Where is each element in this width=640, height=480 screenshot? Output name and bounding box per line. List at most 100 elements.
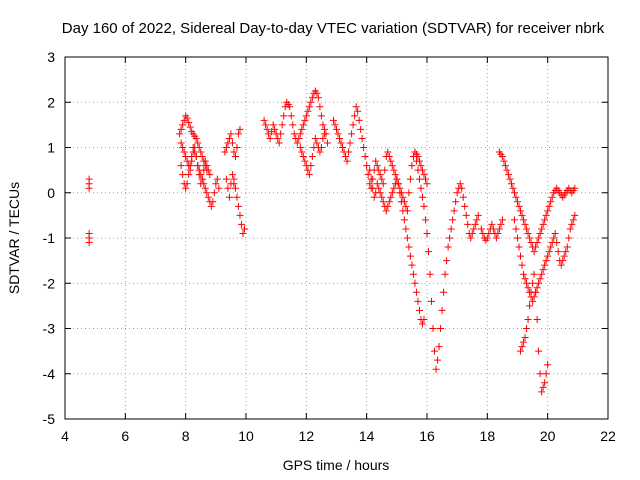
data-point (569, 216, 577, 224)
data-point (182, 184, 190, 192)
data-point (453, 189, 461, 197)
data-point (269, 121, 277, 129)
data-point (221, 148, 229, 156)
data-point (391, 171, 399, 179)
data-point (275, 139, 283, 147)
data-point (185, 119, 193, 127)
data-point (532, 288, 540, 296)
data-point (388, 162, 396, 170)
data-point (420, 202, 428, 210)
data-point (183, 180, 191, 188)
data-point (437, 325, 445, 332)
data-point (431, 347, 439, 355)
data-point (523, 225, 531, 233)
data-point (230, 175, 238, 183)
y-tick-label: -3 (43, 321, 56, 337)
data-point (290, 130, 298, 138)
data-point (539, 266, 547, 274)
data-point (366, 180, 374, 188)
data-point (554, 248, 562, 256)
data-point (203, 162, 211, 170)
data-point (375, 184, 383, 192)
data-point (233, 144, 241, 151)
data-point (381, 166, 389, 174)
data-point (423, 229, 431, 237)
data-point (240, 225, 248, 233)
data-point (501, 162, 509, 170)
data-point (313, 139, 321, 147)
data-point (378, 193, 386, 201)
data-point (194, 139, 202, 147)
data-point (441, 270, 449, 278)
data-point (263, 125, 271, 133)
data-point (384, 148, 392, 156)
data-point (536, 229, 544, 237)
data-point (177, 139, 185, 147)
data-point (349, 121, 357, 129)
data-point (412, 288, 420, 296)
data-point (307, 162, 315, 170)
data-point (530, 270, 538, 278)
data-point (228, 139, 236, 147)
data-point (186, 123, 194, 131)
data-point (373, 162, 381, 170)
data-point (186, 166, 194, 174)
data-point (293, 139, 301, 147)
x-axis-label: GPS time / hours (283, 457, 390, 473)
data-point (456, 180, 464, 188)
data-point (237, 220, 245, 228)
data-point (500, 157, 508, 165)
data-point (530, 248, 538, 256)
data-point (302, 112, 310, 120)
data-point (425, 248, 433, 256)
data-point (373, 180, 381, 188)
data-point (393, 175, 401, 183)
data-point (526, 234, 534, 242)
data-point (224, 184, 232, 192)
data-point (512, 225, 520, 233)
data-point (541, 379, 549, 387)
data-point (313, 89, 321, 97)
data-point (85, 184, 93, 192)
data-point (408, 162, 416, 170)
data-point (542, 257, 550, 265)
data-point (470, 225, 478, 233)
chart-title: Day 160 of 2022, Sidereal Day-to-day VTE… (62, 20, 605, 37)
data-point (529, 297, 537, 305)
data-point (532, 243, 540, 251)
data-point (337, 139, 345, 147)
data-point (301, 116, 309, 124)
data-point (239, 229, 247, 237)
data-point (296, 130, 304, 138)
data-point (517, 207, 525, 215)
data-point (444, 243, 452, 251)
data-point (304, 166, 312, 174)
data-point (539, 220, 547, 228)
data-point (385, 153, 393, 161)
data-point (414, 166, 422, 174)
data-point (209, 198, 217, 206)
data-point (512, 193, 520, 201)
data-point (405, 189, 413, 197)
data-point (406, 252, 414, 260)
data-point (568, 220, 576, 228)
data-point (428, 297, 436, 305)
data-point (212, 180, 220, 188)
data-point (488, 220, 496, 228)
data-point (498, 153, 506, 161)
data-point (523, 279, 531, 287)
data-point (541, 216, 549, 224)
data-point (185, 162, 193, 170)
data-point (414, 297, 422, 305)
data-point (417, 162, 425, 170)
data-point (207, 202, 215, 210)
data-point (198, 153, 206, 161)
data-point (182, 153, 190, 161)
data-point (542, 211, 550, 219)
data-point (319, 134, 327, 142)
data-point (514, 198, 521, 206)
data-point (333, 125, 340, 133)
data-point (305, 171, 313, 179)
data-point (524, 284, 532, 292)
data-point (360, 144, 368, 151)
